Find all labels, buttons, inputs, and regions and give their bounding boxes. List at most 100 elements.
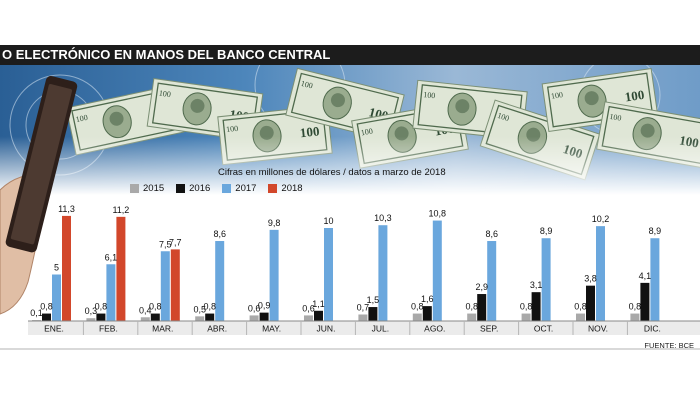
data-label-2015-0: 0,1 xyxy=(30,308,43,318)
bar-2016-3 xyxy=(205,313,215,321)
legend-label-2017: 2017 xyxy=(235,182,257,194)
chart-title: O ELECTRÓNICO EN MANOS DEL BANCO CENTRAL xyxy=(0,45,700,65)
data-label-2016-5: 1,1 xyxy=(312,299,325,309)
bar-2017-9 xyxy=(541,238,551,321)
bar-2017-11 xyxy=(650,238,660,321)
data-label-2017-10: 10,2 xyxy=(592,214,610,224)
bar-2016-10 xyxy=(586,285,595,321)
data-label-2016-11: 4,1 xyxy=(639,271,652,281)
bar-2017-5 xyxy=(324,228,333,321)
bar-2016-5 xyxy=(314,310,323,321)
data-label-2017-5: 10 xyxy=(323,216,333,226)
bar-2017-2 xyxy=(160,251,170,321)
data-label-2018-2: 7,7 xyxy=(169,237,182,247)
data-label-2018-1: 11,2 xyxy=(112,205,129,215)
chart-source: FUENTE: BCE xyxy=(644,341,694,350)
bar-2018-0 xyxy=(62,215,71,321)
x-tick-label-0: ENE. xyxy=(44,324,64,334)
data-label-2017-0: 5 xyxy=(54,263,59,273)
bar-2015-2 xyxy=(140,317,150,321)
data-label-2017-1: 6,1 xyxy=(105,252,118,262)
data-label-2016-7: 1,6 xyxy=(421,294,434,304)
bar-2015-5 xyxy=(304,315,313,321)
bar-2016-6 xyxy=(368,307,378,321)
data-label-2015-7: 0,8 xyxy=(411,302,424,312)
bar-2015-9 xyxy=(521,313,531,321)
chart-legend: 2015 2016 2017 2018 xyxy=(130,181,315,195)
data-label-2016-3: 0,8 xyxy=(203,302,216,312)
x-tick-label-6: JUL. xyxy=(372,324,389,334)
legend-label-2018: 2018 xyxy=(281,182,303,194)
hand-phone-illustration xyxy=(0,75,78,315)
bar-2015-10 xyxy=(576,313,585,321)
x-tick-label-11: DIC. xyxy=(644,324,661,334)
x-axis-band xyxy=(28,321,700,335)
legend-label-2015: 2015 xyxy=(143,182,165,194)
data-label-2016-6: 1,5 xyxy=(367,295,380,305)
bar-2017-1 xyxy=(106,264,116,321)
bar-2017-3 xyxy=(215,241,225,321)
x-tick-label-1: FEB. xyxy=(99,324,118,334)
bar-2017-7 xyxy=(432,220,442,321)
bar-2015-4 xyxy=(249,315,259,321)
legend-swatch-2018 xyxy=(268,183,278,193)
data-label-2017-6: 10,3 xyxy=(374,213,392,223)
data-label-2016-8: 2,9 xyxy=(475,282,488,292)
data-label-2017-4: 9,8 xyxy=(268,218,281,228)
bar-2015-8 xyxy=(467,313,477,321)
bar-2016-7 xyxy=(422,306,432,321)
legend-item-2016: 2016 xyxy=(176,183,210,194)
data-label-2017-2: 7,5 xyxy=(159,239,172,249)
bar-2017-4 xyxy=(269,229,279,321)
legend-item-2018: 2018 xyxy=(268,182,303,194)
data-label-2016-2: 0,8 xyxy=(149,302,162,312)
chart-subtitle: Cifras en millones de dólares / datos a … xyxy=(218,167,446,178)
data-label-2015-6: 0,7 xyxy=(357,302,370,312)
bar-2016-4 xyxy=(259,312,269,321)
bar-2018-2 xyxy=(170,249,180,321)
bar-2016-1 xyxy=(96,313,106,321)
legend-label-2016: 2016 xyxy=(189,182,211,194)
data-label-2015-3: 0,5 xyxy=(193,304,206,314)
data-label-2017-9: 8,9 xyxy=(540,226,553,236)
data-label-2016-0: 0,8 xyxy=(40,302,53,312)
data-label-2017-11: 8,9 xyxy=(649,226,662,236)
data-label-2017-7: 10,8 xyxy=(429,209,447,219)
data-label-2015-9: 0,8 xyxy=(520,302,533,312)
data-label-2016-1: 0,8 xyxy=(95,302,108,312)
data-label-2018-0: 11,3 xyxy=(58,204,75,214)
bar-2015-7 xyxy=(412,313,422,321)
bar-2018-1 xyxy=(116,216,126,321)
money-banner-illustration: 100 100 xyxy=(0,65,700,195)
data-label-2016-10: 3,8 xyxy=(584,274,597,284)
data-label-2015-11: 0,8 xyxy=(629,302,642,312)
bar-2016-0 xyxy=(42,313,51,321)
x-tick-label-2: MAR. xyxy=(152,324,173,334)
data-label-2016-9: 3,1 xyxy=(530,280,543,290)
x-tick-label-5: JUN. xyxy=(317,324,336,334)
bar-2017-6 xyxy=(378,225,388,321)
data-label-2015-8: 0,8 xyxy=(465,302,478,312)
legend-swatch-2015 xyxy=(130,183,139,193)
x-tick-label-10: NOV. xyxy=(588,324,608,334)
bar-2016-8 xyxy=(477,294,487,321)
data-label-2017-8: 8,6 xyxy=(485,229,498,239)
x-tick-label-7: AGO. xyxy=(424,324,445,334)
bar-2016-11 xyxy=(640,282,650,321)
bar-2015-11 xyxy=(630,313,640,321)
data-label-2015-4: 0,6 xyxy=(248,303,261,313)
x-tick-label-4: MAY. xyxy=(262,324,281,334)
data-label-2016-4: 0,9 xyxy=(258,301,271,311)
bar-2015-3 xyxy=(195,316,205,321)
x-tick-label-8: SEP. xyxy=(480,324,498,334)
legend-swatch-2017 xyxy=(222,183,232,193)
x-tick-label-9: OCT. xyxy=(534,324,553,334)
bar-2017-0 xyxy=(52,274,61,321)
bar-2015-6 xyxy=(358,314,368,321)
bar-2016-2 xyxy=(150,313,160,321)
legend-item-2017: 2017 xyxy=(222,183,256,194)
data-label-2017-3: 8,6 xyxy=(213,229,226,239)
data-label-2015-2: 0,4 xyxy=(139,305,152,315)
legend-swatch-2016 xyxy=(176,183,186,193)
